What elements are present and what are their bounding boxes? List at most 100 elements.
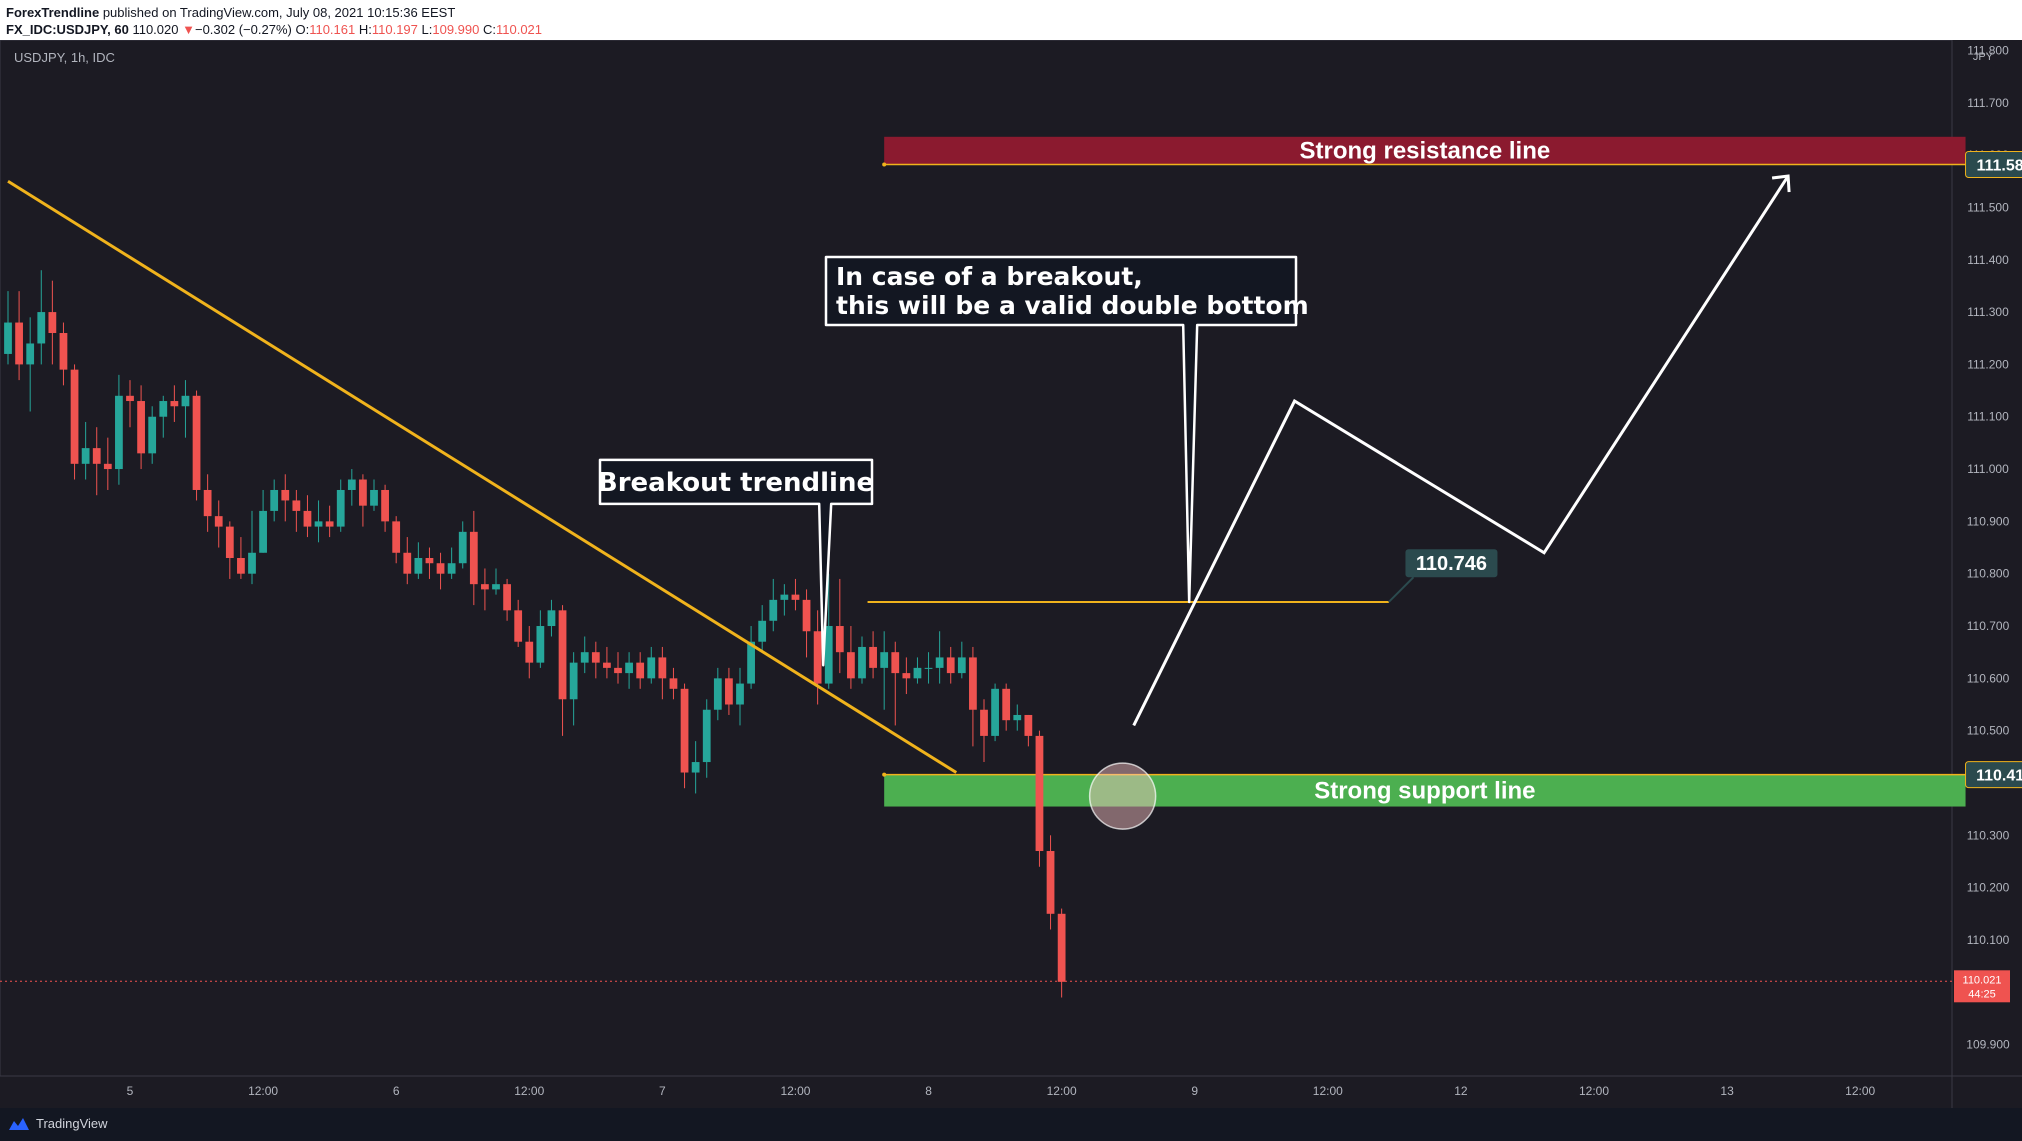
resistance-zone-label: Strong resistance line <box>1299 138 1550 165</box>
candle-down <box>813 631 822 684</box>
price-tick-label: 110.700 <box>1967 619 2010 633</box>
candle-up <box>115 395 123 470</box>
chart-title: USDJPY, 1h, IDC <box>14 50 115 65</box>
candle-down <box>70 369 79 464</box>
price-tick-label: 111.500 <box>1967 200 2009 214</box>
breakdown-highlight-circle[interactable] <box>1088 762 1157 830</box>
time-axis[interactable]: 5 12:00 6 12:00 7 12:00 8 12:00 9 12:00 12 12:00 13 1… <box>127 1084 1876 1098</box>
change-down-icon: ▼ <box>182 22 195 37</box>
candle-down <box>225 526 234 558</box>
candle-up <box>314 521 323 527</box>
candle-down <box>137 401 145 454</box>
candle-up <box>26 343 35 365</box>
callout-double-line1: In case of a breakout, <box>836 262 1143 291</box>
candle-down <box>891 652 900 674</box>
callout-breakout-text: Breakout trendline <box>598 468 874 498</box>
open-value: 110.161 <box>309 22 356 37</box>
candle-up <box>569 662 578 700</box>
candle-up <box>37 312 46 344</box>
candle-down <box>1057 913 1066 982</box>
high-value: 110.197 <box>371 22 418 37</box>
support-zone[interactable] <box>884 774 1966 807</box>
candle-up <box>991 688 999 736</box>
candle-up <box>81 448 90 464</box>
candle-down <box>658 657 667 679</box>
callout-double-shape <box>824 255 1298 604</box>
candle-down <box>103 463 112 470</box>
candle-down <box>791 594 800 600</box>
price-tick-label: 110.500 <box>1967 724 2010 738</box>
candle-up <box>769 599 778 621</box>
time-tick-label: 12 <box>1454 1084 1468 1098</box>
support-zone-label: Strong support line <box>1314 778 1535 805</box>
support-anchor[interactable] <box>882 772 887 777</box>
time-tick-label: 12:00 <box>1313 1084 1343 1098</box>
callout-breakout-shape <box>598 458 874 667</box>
candle-down <box>525 641 534 663</box>
candle-up <box>458 531 467 564</box>
candle-up <box>747 641 755 684</box>
callout-breakout-trendline[interactable]: Breakout trendline <box>598 458 874 667</box>
candle-down <box>425 558 434 564</box>
close-value: 110.021 <box>495 22 543 37</box>
published-text: published on TradingView.com, July 08, 2… <box>102 5 456 20</box>
resistance-zone[interactable] <box>884 136 1966 165</box>
breakout-level-price: 110.746 <box>1416 553 1487 575</box>
support-price-label: 110.416 <box>1976 768 2022 785</box>
candle-down <box>902 673 911 679</box>
candle-down <box>1035 735 1044 852</box>
candle-up <box>713 678 722 710</box>
price-tick-label: 110.600 <box>1967 671 2010 685</box>
candle-up <box>159 401 168 417</box>
candle-down <box>802 599 811 632</box>
candle-up <box>148 416 157 454</box>
time-tick-label: 6 <box>393 1084 400 1098</box>
high-label: H: <box>358 22 372 37</box>
downtrend-line[interactable] <box>7 179 958 774</box>
price-tick-label: 110.900 <box>1967 514 2010 528</box>
candle-up <box>702 709 711 763</box>
candle-down <box>281 489 290 501</box>
candle-up <box>492 584 500 590</box>
price-tick-label: 109.900 <box>1966 1038 2010 1052</box>
last-price: 110.020 <box>132 22 179 37</box>
candle-up <box>957 657 966 674</box>
time-tick-label: 12:00 <box>1845 1084 1875 1098</box>
candle-down <box>403 552 412 574</box>
breakout-level-box[interactable] <box>1405 549 1498 578</box>
time-tick-label: 12:00 <box>248 1084 278 1098</box>
price-tick-label: 111.800 <box>1967 43 2009 57</box>
time-tick-label: 9 <box>1191 1084 1198 1098</box>
resistance-anchor[interactable] <box>882 162 887 167</box>
author-name[interactable]: ForexTrendline <box>6 5 100 20</box>
candle-down <box>614 667 622 674</box>
candle-down <box>636 662 645 679</box>
chart-background <box>0 40 2022 1108</box>
candle-down <box>558 610 567 700</box>
publication-header: ForexTrendline published on TradingView.… <box>0 0 2022 40</box>
price-chart[interactable]: USDJPY, 1h, IDC JPY 111.800111.700111.60… <box>0 40 2022 1108</box>
candle-up <box>536 626 545 663</box>
candle-down <box>669 678 678 689</box>
price-tick-label: 110.100 <box>1967 933 2010 947</box>
price-tick-label: 111.400 <box>1967 253 2009 267</box>
candle-down <box>192 395 201 490</box>
candle-up <box>336 489 345 527</box>
last-price-label: 110.021 <box>1963 974 2002 986</box>
candle-down <box>59 333 68 370</box>
tradingview-brand[interactable]: TradingView <box>8 1116 108 1131</box>
time-tick-label: 8 <box>925 1084 932 1098</box>
projection-path[interactable] <box>1132 175 1790 727</box>
callout-double-bottom[interactable]: In case of a breakout, this will be a va… <box>824 255 1309 604</box>
candle-down <box>392 521 401 553</box>
candle-up <box>824 626 833 684</box>
candle-down <box>1046 851 1055 914</box>
callout-double-line2: this will be a valid double bottom <box>836 291 1309 320</box>
candle-down <box>725 678 733 705</box>
price-change: −0.302 (−0.27%) <box>194 22 292 37</box>
candle-up <box>181 395 190 407</box>
breakout-level-leader <box>1388 576 1415 603</box>
candle-countdown: 44:25 <box>1968 988 1996 1000</box>
candle-down <box>503 584 511 611</box>
candle-down <box>381 489 389 522</box>
